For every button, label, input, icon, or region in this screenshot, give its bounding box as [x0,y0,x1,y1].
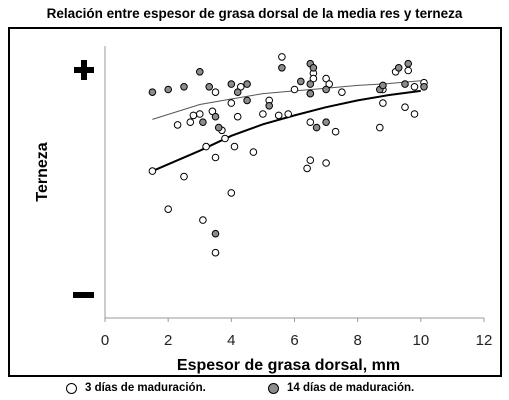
data-point-series-1 [376,123,384,132]
legend-label-3-dias: 3 días de maduración. [85,382,206,394]
data-point-series-2 [199,118,207,126]
data-point-series-1 [259,110,267,118]
data-point-series-1 [230,142,239,151]
data-point-series-2 [309,64,318,72]
legend-item-3-dias: 3 días de maduración. [66,382,206,394]
y-axis-plus-icon [74,60,94,80]
data-point-series-1 [196,110,204,118]
data-point-series-1 [410,83,419,91]
plus-icon-vertical-bar [81,60,87,80]
data-point-series-2 [420,83,428,91]
data-point-series-2 [322,118,330,126]
x-tick-label: 8 [353,332,361,349]
data-point-series-1 [202,142,210,151]
data-point-series-1 [189,111,198,120]
data-point-series-2 [401,80,409,88]
chart-title: Relación entre espesor de grasa dorsal d… [46,6,463,21]
x-tick-label: 0 [101,332,109,349]
data-point-series-2 [180,83,188,91]
data-point-series-1 [180,172,188,181]
data-point-series-1 [306,156,315,164]
data-point-series-1 [322,74,330,83]
data-point-series-1 [199,216,207,224]
data-point-series-2 [164,85,172,94]
data-point-series-2 [243,96,251,105]
y-axis-minus-icon [73,292,94,298]
legend-item-14-dias: 14 días de maduración. [268,382,414,394]
data-point-series-1 [306,118,315,126]
data-point-series-1 [404,66,413,75]
data-point-series-1 [227,99,236,107]
data-point-series-2 [233,88,242,96]
y-axis-title: Terneza [34,142,51,201]
data-point-series-1 [211,153,220,162]
data-point-series-1 [211,248,220,257]
data-point-series-1 [211,88,220,96]
data-point-series-1 [401,103,409,111]
data-point-series-2 [306,80,315,88]
data-point-series-1 [322,159,330,167]
data-point-series-1 [227,189,236,197]
data-point-series-1 [274,111,283,120]
data-point-series-1 [164,205,172,213]
data-point-series-2 [211,229,220,238]
x-tick-label: 4 [227,332,235,349]
data-point-series-2 [278,64,286,72]
data-point-series-2 [214,123,223,132]
data-point-series-1 [221,134,229,143]
data-point-series-2 [148,88,157,96]
data-point-series-1 [186,118,195,126]
data-point-series-2 [196,68,204,76]
legend-marker-filled-circle-icon [268,382,279,394]
data-point-series-2 [211,112,220,121]
x-axis-title: Espesor de grasa dorsal, mm [177,357,400,374]
x-tick-label: 12 [476,332,493,349]
legend-label-14-dias: 14 días de maduración. [287,382,415,394]
data-point-series-1 [233,112,242,121]
data-point-series-2 [227,80,236,88]
x-tick-label: 2 [164,332,172,349]
chart-frame [8,27,502,377]
data-point-series-1 [309,74,318,83]
legend-marker-open-circle-icon [66,382,77,394]
data-point-series-1 [173,121,182,129]
data-point-series-1 [249,148,258,156]
legend: 3 días de maduración. 14 días de madurac… [0,381,509,399]
x-tick-label: 6 [290,332,298,349]
data-point-series-1 [278,53,286,61]
data-point-series-1 [379,99,387,107]
data-point-series-2 [265,102,274,110]
data-point-series-2 [322,85,330,94]
data-point-series-2 [404,59,413,68]
data-point-series-1 [290,85,299,94]
data-point-series-2 [312,123,321,132]
x-tick-label: 10 [412,332,429,349]
data-point-series-2 [306,89,315,98]
trendline-series-1 [152,89,421,173]
data-point-series-2 [379,81,387,90]
data-point-series-2 [205,83,213,91]
data-point-series-1 [410,110,419,118]
data-point-series-1 [284,110,293,118]
data-point-series-2 [297,77,305,86]
data-point-series-2 [243,80,251,88]
data-point-series-2 [394,64,403,72]
data-point-series-1 [303,164,311,173]
data-point-series-1 [331,127,340,136]
data-point-series-1 [148,167,157,175]
data-point-series-1 [338,88,346,96]
